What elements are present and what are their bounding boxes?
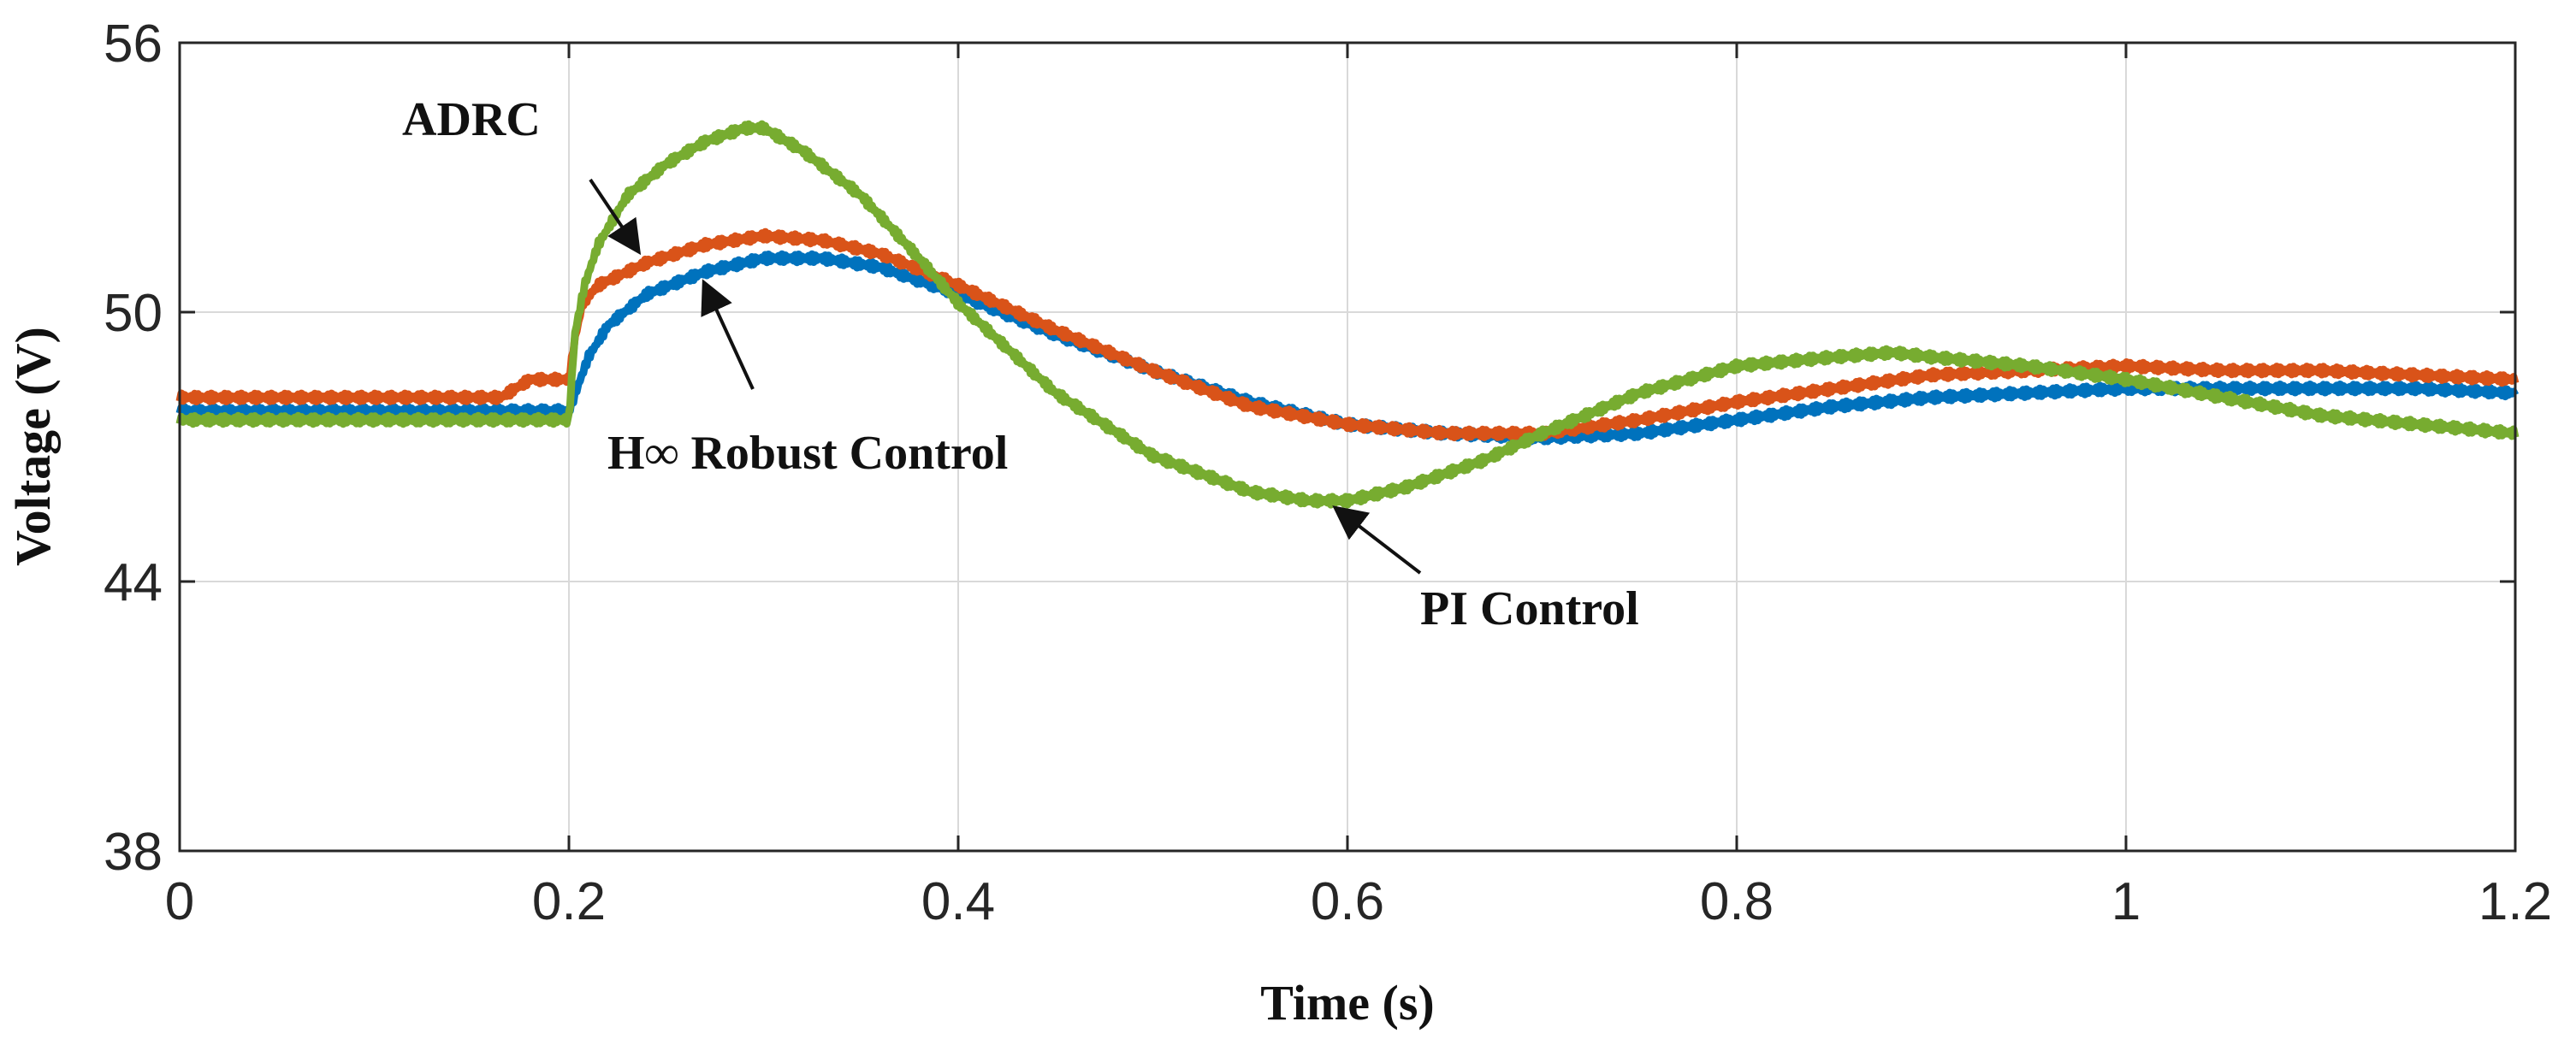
series-group: [175, 120, 2520, 509]
y-axis-title: Voltage (V): [5, 327, 61, 566]
series-line-3: [175, 120, 2520, 509]
annotation-label: PI Control: [1420, 582, 1639, 635]
x-tick-label: 0: [165, 872, 194, 931]
x-tick-label: 0.6: [1311, 872, 1384, 931]
grid: [180, 43, 2515, 851]
y-tick-label: 38: [104, 823, 163, 882]
y-tick-label: 50: [104, 284, 163, 343]
annotations: ADRC H∞ Robust Control PI Control: [402, 93, 1639, 635]
x-tick-label: 1: [2111, 872, 2141, 931]
x-tick-label: 0.4: [921, 872, 995, 931]
annotation-arrow: [701, 279, 755, 390]
annotation-label: ADRC: [402, 93, 541, 146]
ticks: 0 0.2 0.4 0.6 0.8 1 1.2 38 44 50 56: [104, 15, 2552, 931]
annotation-arrow: [1332, 505, 1422, 575]
x-tick-label: 0.2: [532, 872, 606, 931]
x-tick-label: 1.2: [2478, 872, 2552, 931]
y-tick-label: 56: [104, 15, 163, 74]
x-axis-title: Time (s): [1260, 975, 1435, 1030]
annotation-label: H∞ Robust Control: [607, 427, 1008, 480]
x-tick-label: 0.8: [1700, 872, 1774, 931]
y-tick-label: 44: [104, 553, 163, 612]
annotation-arrow: [589, 178, 642, 256]
